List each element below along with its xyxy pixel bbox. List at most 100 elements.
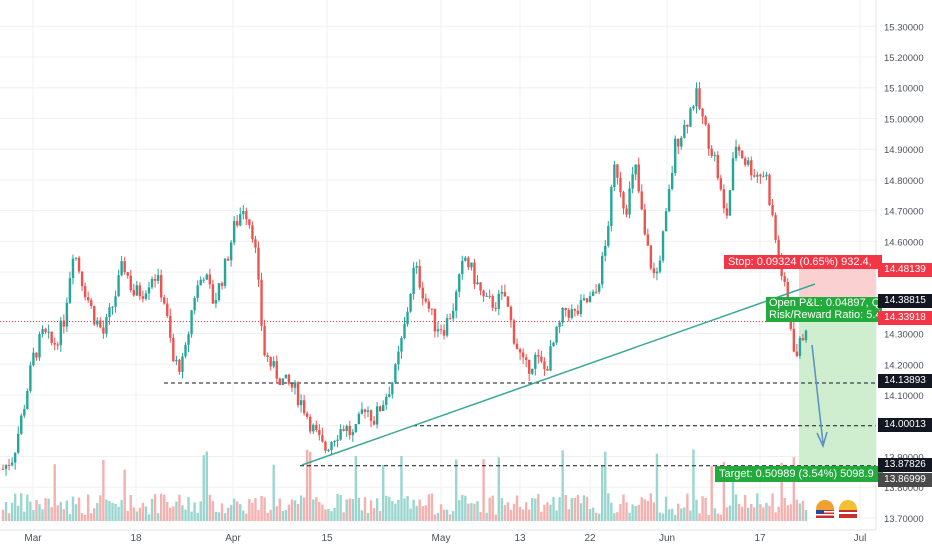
candle-body [190, 310, 193, 335]
candle-body [716, 154, 719, 179]
volume-bar [640, 497, 643, 521]
volume-bar [86, 494, 90, 521]
volume-bar [336, 494, 339, 521]
candle-body [512, 320, 516, 344]
candle-body [445, 318, 449, 336]
volume-bar [795, 499, 799, 521]
volume-bar [421, 506, 424, 521]
candle-body [667, 188, 671, 212]
volume-bar [400, 455, 403, 521]
time-tick-label: 18 [130, 533, 142, 544]
volume-bar [570, 497, 573, 521]
candle-body [479, 282, 482, 291]
trendline[interactable] [301, 283, 816, 466]
volume-bar [1, 509, 5, 521]
time-axis[interactable]: Mar 18 Apr 15 May 13 22 Jun 17 Jul [0, 529, 876, 544]
target-label[interactable]: Target: 0.50989 (3.54%) 5098.9 [715, 466, 883, 482]
candle-body [266, 355, 269, 358]
candle-body [655, 271, 659, 274]
horizontal-levels[interactable] [164, 382, 876, 467]
volume-bar [375, 498, 379, 521]
candle-body [409, 294, 412, 312]
candle-body [138, 285, 142, 297]
stop-label[interactable]: Stop: 0.09324 (0.65%) 932.4, [724, 255, 882, 269]
volume-bar [169, 507, 172, 521]
volume-bar [561, 450, 564, 521]
candle-body [71, 258, 75, 279]
volume-bar [403, 498, 406, 521]
volume-bars [1, 449, 808, 521]
volume-bar [664, 496, 668, 521]
candle-body [658, 260, 662, 272]
candle-body [226, 258, 230, 261]
candle-body [476, 282, 479, 285]
open-pnl-label[interactable]: Open P&L: 0.04897, Q [766, 297, 882, 309]
volume-bar [251, 502, 254, 521]
volume-bar [798, 503, 802, 521]
volume-bar [710, 465, 713, 521]
volume-bar [385, 495, 388, 521]
candle-body [287, 374, 291, 384]
volume-bar [518, 506, 522, 521]
volume-bar [786, 505, 789, 521]
volume-bar [412, 499, 415, 521]
candle-body [686, 124, 689, 127]
candle-body [534, 354, 537, 369]
volume-bar [126, 510, 129, 521]
candle-body [433, 308, 437, 332]
volume-bar [674, 514, 677, 521]
candle-body [363, 409, 367, 412]
candle-body [622, 192, 625, 209]
price-tick-label: 14.80000 [884, 176, 924, 187]
volume-bar [743, 495, 747, 521]
projection-arrow[interactable] [811, 344, 828, 449]
volume-bar [269, 509, 272, 521]
stop-label-text: Stop: 0.09324 (0.65%) 932.4, [728, 256, 872, 268]
volume-bar [202, 455, 205, 521]
candle-body [327, 449, 330, 451]
candle-body [153, 278, 157, 281]
candle-body [424, 298, 427, 302]
candle-body [747, 160, 750, 165]
candle-body [126, 272, 129, 276]
stop-loss-zone[interactable] [799, 263, 876, 300]
candle-body [427, 301, 431, 309]
volume-bar [476, 501, 479, 521]
volume-bar [242, 510, 245, 521]
risk-reward-label[interactable]: Risk/Reward Ratio: 5.47 [766, 309, 882, 322]
volume-bar [38, 504, 41, 521]
candle-body [26, 390, 29, 409]
candle-body [156, 275, 160, 281]
candle-body [305, 413, 309, 417]
volume-bar [196, 512, 199, 521]
candle-body [20, 415, 23, 434]
volume-bar [756, 493, 759, 521]
candle-body [801, 337, 805, 341]
time-tick-label: Apr [225, 533, 241, 544]
price-tick-label: 15.30000 [884, 22, 924, 33]
volume-bar [260, 495, 263, 521]
volume-bar [296, 503, 300, 521]
candle-body [448, 318, 452, 320]
candle-body [7, 464, 11, 466]
price-tag-stop: 14.48139 [878, 263, 932, 277]
candle-body [579, 300, 583, 314]
volume-bar [7, 513, 11, 521]
candle-body [664, 211, 668, 232]
volume-bar [65, 500, 69, 521]
candle-body [722, 189, 726, 209]
volume-bar [528, 509, 531, 521]
candle-body [80, 271, 84, 287]
candle-body [388, 394, 391, 397]
candle-body [677, 138, 680, 147]
candle-body [500, 292, 504, 294]
candle-body [558, 322, 561, 327]
price-tag-target: 13.87826 [878, 458, 932, 472]
volume-bar [68, 514, 72, 521]
price-tag-entry-high: 14.38815 [878, 294, 932, 308]
volume-bar [99, 495, 102, 521]
price-tick-label: 13.70000 [884, 514, 924, 525]
take-profit-zone[interactable] [799, 299, 876, 474]
volume-bar [132, 507, 135, 521]
candle-body [135, 285, 139, 296]
